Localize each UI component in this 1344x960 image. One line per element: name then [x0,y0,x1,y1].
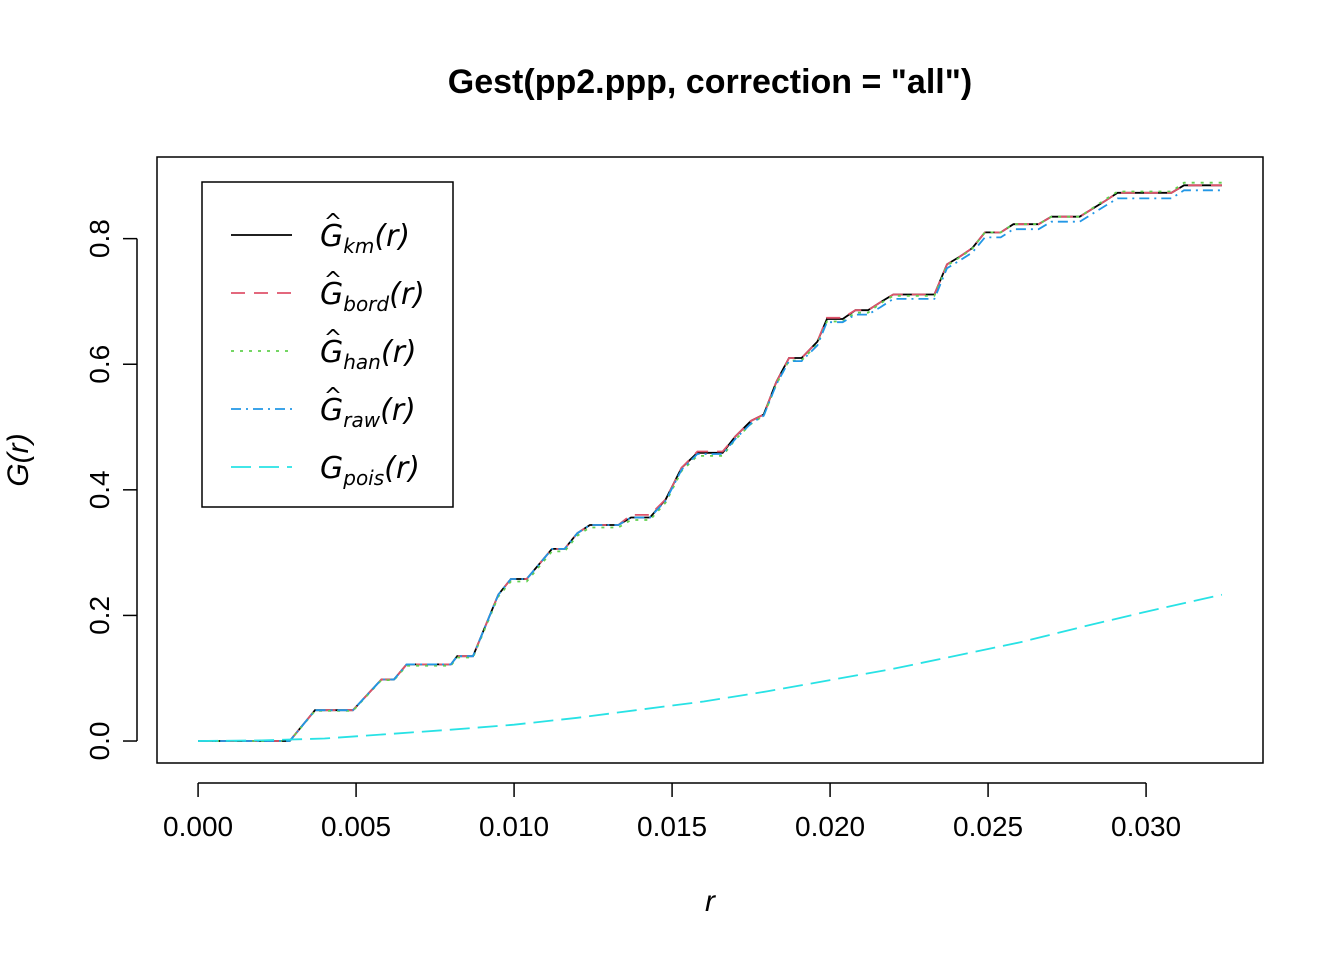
y-tick-label: 0.6 [84,345,115,384]
x-tick-label: 0.025 [953,811,1023,842]
x-axis: 0.000 0.005 0.010 0.015 0.020 0.025 0.030 [163,782,1181,842]
x-tick-label: 0.005 [321,811,391,842]
x-axis-label: r [705,885,716,918]
series-line-raw [198,189,1222,742]
y-tick-label: 0.2 [84,596,115,635]
legend-symbol: G [320,393,343,428]
legend-subscript: km [343,234,374,258]
y-tick-label: 0.0 [84,722,115,761]
y-axis-label: G(r) [2,433,35,486]
legend-argument: (r) [384,451,420,486]
series-layer [198,181,1223,742]
legend-argument: (r) [389,277,425,312]
y-tick-label: 0.4 [84,470,115,509]
x-tick-label: 0.030 [1111,811,1181,842]
legend-label-raw: Graw(r) [320,393,416,432]
legend-argument: (r) [380,393,416,428]
legend-hat-icon: ^ [324,268,342,293]
legend-hat-icon: ^ [324,384,342,409]
legend-argument: (r) [381,335,417,370]
legend-symbol: G [320,451,343,486]
legend-argument: (r) [374,219,410,254]
legend-box [201,181,454,508]
legend-label-han: Ghan(r) [320,335,417,374]
x-tick-label: 0.020 [795,811,865,842]
series-line-pois [198,593,1223,742]
legend: Gkm(r)^Gbord(r)^Ghan(r)^Graw(r)^Gpois(r) [201,181,454,508]
legend-label-pois: Gpois(r) [320,451,420,490]
legend-label-km: Gkm(r) [320,219,410,258]
series-line-bord [198,184,1222,742]
legend-subscript: han [343,350,381,374]
legend-subscript: bord [343,292,389,316]
x-tick-label: 0.000 [163,811,233,842]
legend-symbol: G [320,277,343,312]
legend-label-bord: Gbord(r) [320,277,425,316]
legend-hat-icon: ^ [324,210,342,235]
legend-hat-icon: ^ [324,326,342,351]
x-tick-label: 0.010 [479,811,549,842]
y-tick-label: 0.8 [84,219,115,258]
y-axis: 0.0 0.2 0.4 0.6 0.8 [84,219,138,761]
legend-symbol: G [320,219,343,254]
legend-subscript: raw [343,408,380,432]
x-tick-label: 0.015 [637,811,707,842]
chart-title: Gest(pp2.ppp, correction = "all") [448,63,972,101]
plot-frame [156,156,1264,764]
legend-symbol: G [320,335,343,370]
legend-subscript: pois [342,466,384,490]
